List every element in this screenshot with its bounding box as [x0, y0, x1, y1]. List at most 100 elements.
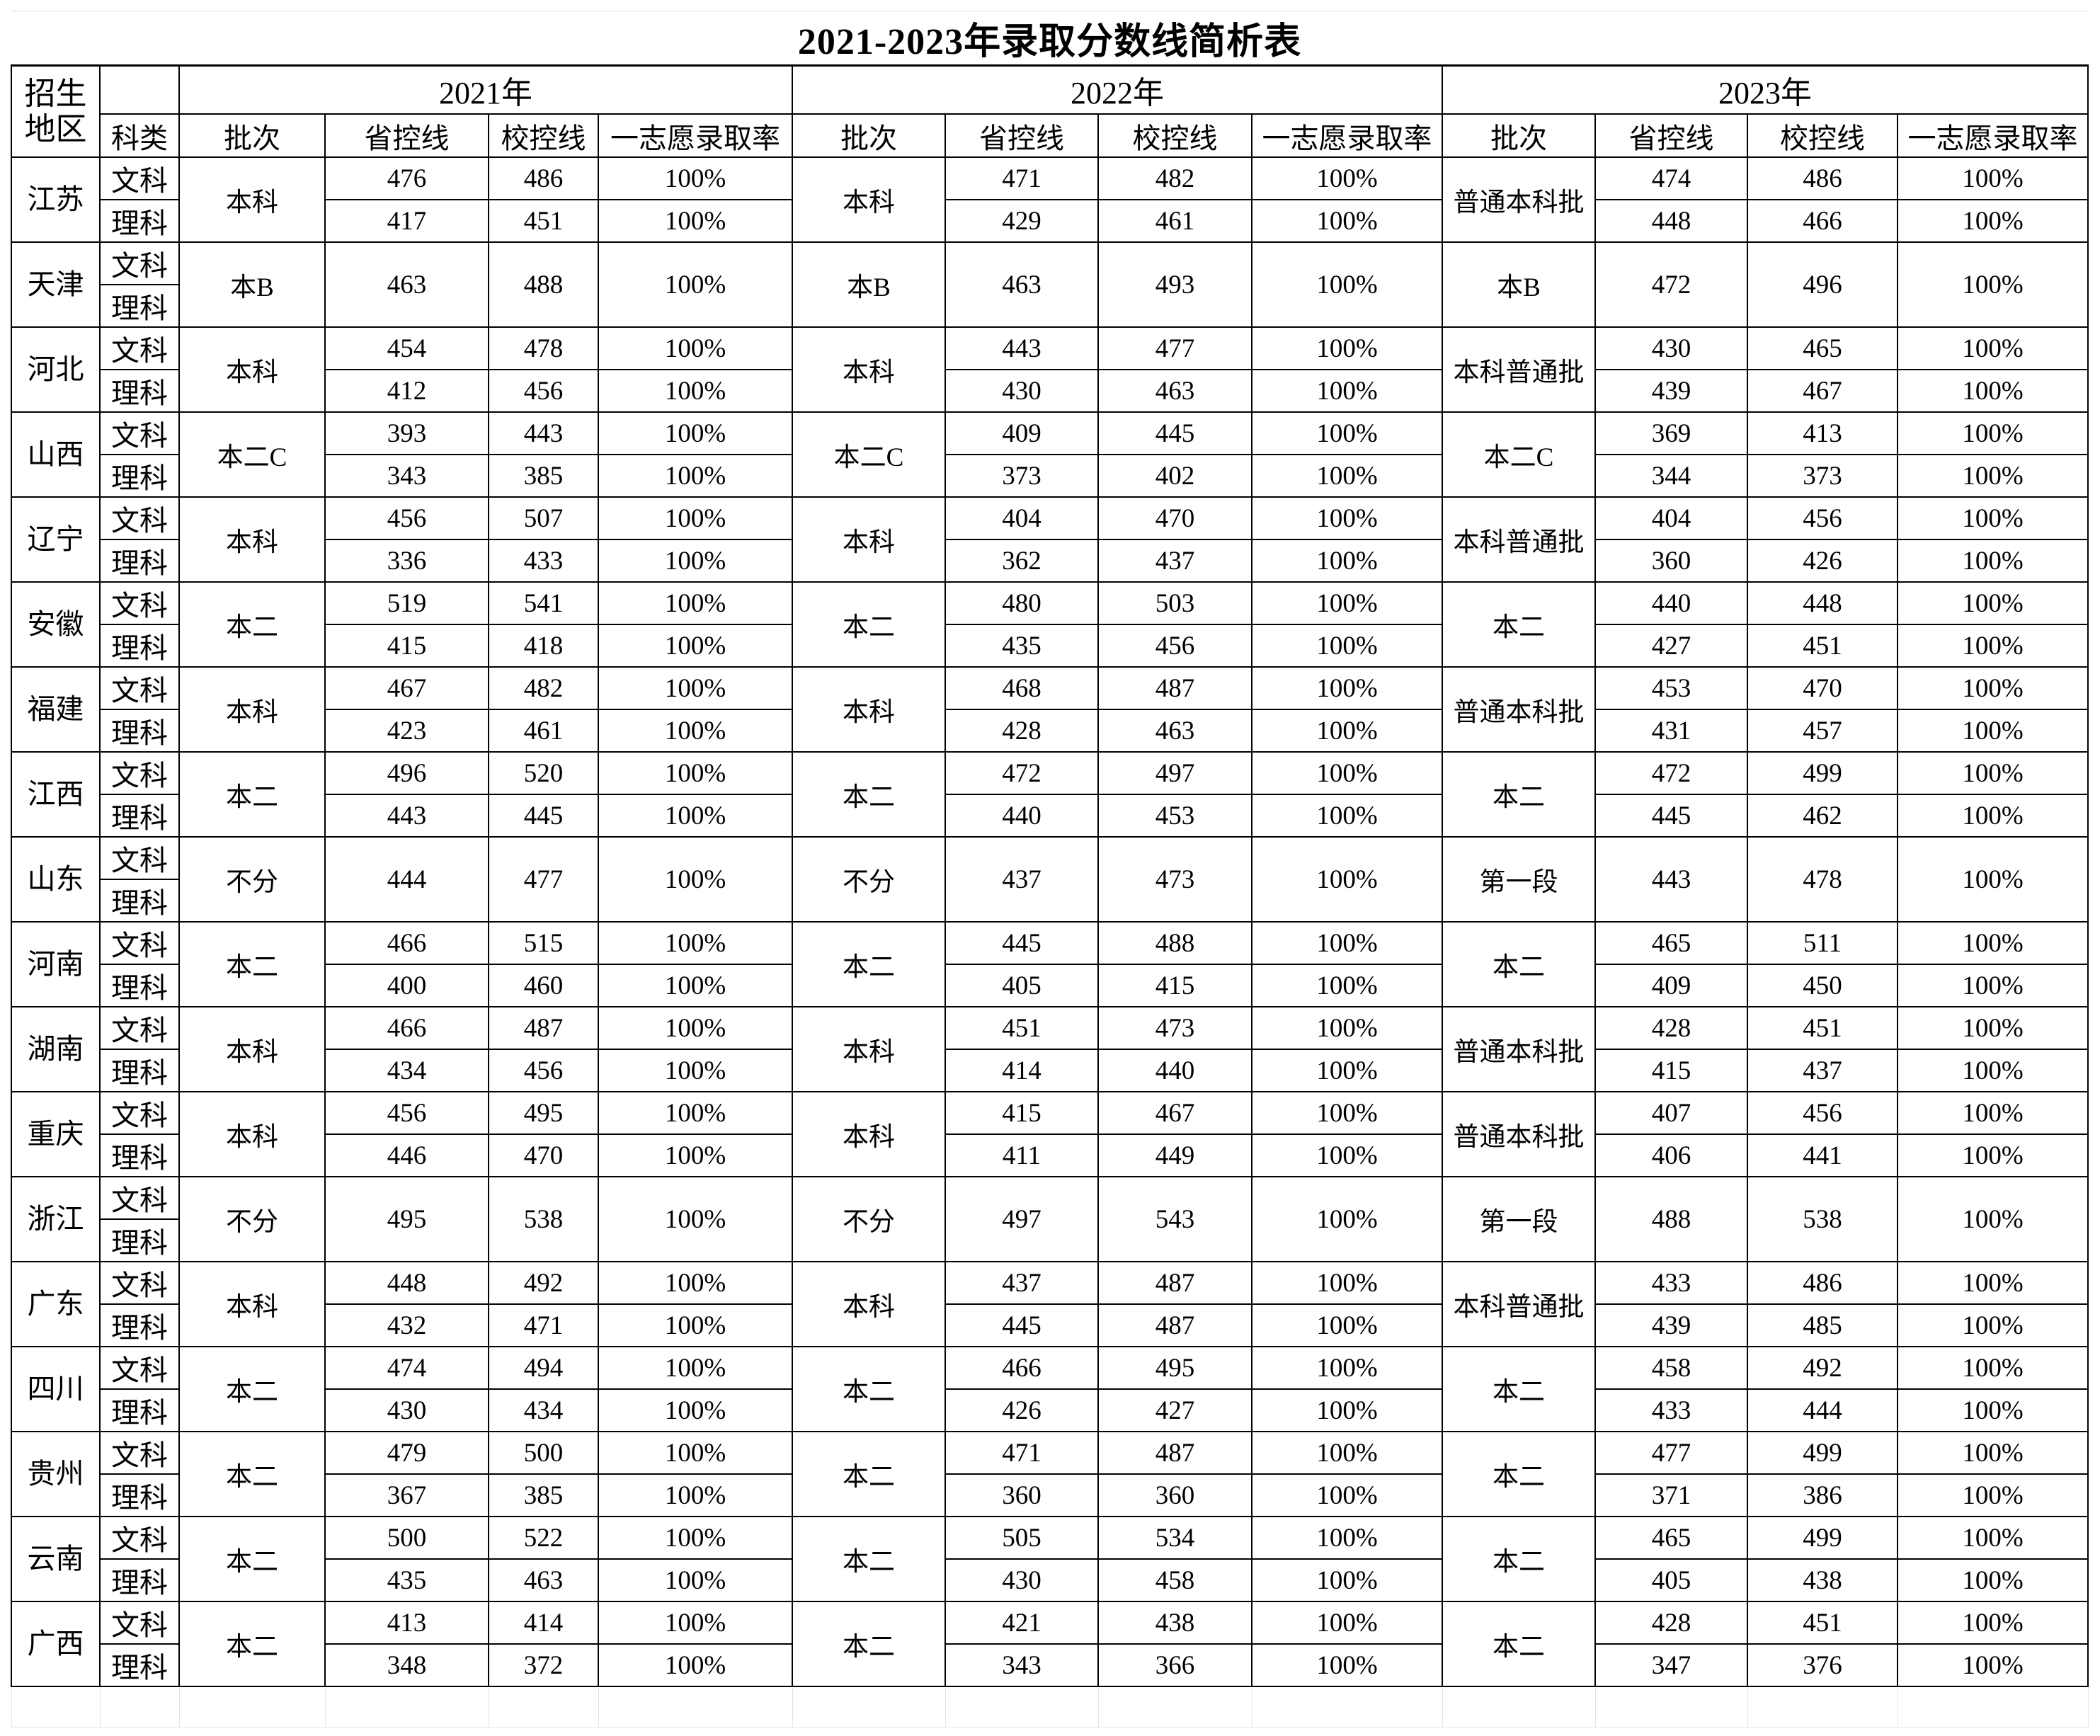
- first-choice-rate-cell[interactable]: 100%: [1251, 709, 1443, 753]
- first-choice-rate-cell[interactable]: 100%: [1897, 199, 2089, 243]
- province-line-cell[interactable]: 466: [324, 1006, 489, 1050]
- province-line-cell[interactable]: 428: [945, 709, 1099, 753]
- first-choice-rate-cell[interactable]: 100%: [598, 1261, 793, 1305]
- province-line-cell[interactable]: 472: [945, 751, 1099, 795]
- first-choice-rate-cell[interactable]: 100%: [598, 1006, 793, 1050]
- first-choice-rate-cell[interactable]: 100%: [598, 199, 793, 243]
- empty-cell[interactable]: [1594, 1686, 1748, 1728]
- province-cell[interactable]: 江西: [11, 751, 101, 838]
- batch-cell[interactable]: 本科: [178, 156, 326, 243]
- first-choice-rate-cell[interactable]: 100%: [1251, 581, 1443, 625]
- school-line-cell[interactable]: 467: [1097, 1091, 1252, 1135]
- province-line-cell[interactable]: 472: [1594, 751, 1748, 795]
- school-line-cell[interactable]: 485: [1747, 1303, 1898, 1347]
- school-line-cell[interactable]: 470: [1747, 666, 1898, 710]
- first-choice-rate-cell[interactable]: 100%: [1897, 709, 2089, 753]
- province-line-cell[interactable]: 373: [945, 454, 1099, 498]
- province-cell[interactable]: 江苏: [11, 156, 101, 243]
- batch-cell[interactable]: 本科: [792, 496, 946, 583]
- first-choice-rate-cell[interactable]: 100%: [1251, 624, 1443, 668]
- first-choice-rate-cell[interactable]: 100%: [1897, 1133, 2089, 1177]
- subject-cell[interactable]: 理科: [99, 964, 180, 1007]
- province-line-cell[interactable]: 519: [324, 581, 489, 625]
- subject-cell[interactable]: 文科: [99, 1091, 180, 1135]
- batch-cell[interactable]: 不分: [178, 1176, 326, 1262]
- province-line-cell[interactable]: 415: [324, 624, 489, 668]
- school-line-cell[interactable]: 456: [488, 369, 599, 413]
- first-choice-rate-cell[interactable]: 100%: [598, 751, 793, 795]
- first-choice-rate-cell[interactable]: 100%: [598, 624, 793, 668]
- school-line-cell[interactable]: 373: [1747, 454, 1898, 498]
- batch-cell[interactable]: 本二C: [1442, 411, 1596, 498]
- first-choice-rate-cell[interactable]: 100%: [1251, 156, 1443, 200]
- batch-cell[interactable]: 本科: [178, 326, 326, 413]
- first-choice-rate-cell[interactable]: 100%: [598, 1346, 793, 1390]
- province-line-cell[interactable]: 430: [1594, 326, 1748, 370]
- header-col-school-line[interactable]: 校控线: [1097, 113, 1252, 158]
- first-choice-rate-cell[interactable]: 100%: [1251, 241, 1443, 328]
- school-line-cell[interactable]: 418: [488, 624, 599, 668]
- first-choice-rate-cell[interactable]: 100%: [1251, 1176, 1443, 1262]
- first-choice-rate-cell[interactable]: 100%: [1897, 241, 2089, 328]
- province-line-cell[interactable]: 409: [1594, 964, 1748, 1007]
- school-line-cell[interactable]: 493: [1097, 241, 1252, 328]
- province-line-cell[interactable]: 488: [1594, 1176, 1748, 1262]
- batch-cell[interactable]: 普通本科批: [1442, 156, 1596, 243]
- province-line-cell[interactable]: 448: [324, 1261, 489, 1305]
- batch-cell[interactable]: 本科普通批: [1442, 326, 1596, 413]
- school-line-cell[interactable]: 499: [1747, 1431, 1898, 1475]
- first-choice-rate-cell[interactable]: 100%: [598, 1133, 793, 1177]
- batch-cell[interactable]: 不分: [792, 1176, 946, 1262]
- batch-cell[interactable]: 本二: [1442, 1431, 1596, 1517]
- province-line-cell[interactable]: 448: [1594, 199, 1748, 243]
- first-choice-rate-cell[interactable]: 100%: [598, 411, 793, 455]
- province-line-cell[interactable]: 435: [945, 624, 1099, 668]
- school-line-cell[interactable]: 495: [1097, 1346, 1252, 1390]
- school-line-cell[interactable]: 463: [1097, 709, 1252, 753]
- province-line-cell[interactable]: 433: [1594, 1261, 1748, 1305]
- school-line-cell[interactable]: 415: [1097, 964, 1252, 1007]
- subject-cell[interactable]: 文科: [99, 1261, 180, 1305]
- province-line-cell[interactable]: 463: [945, 241, 1099, 328]
- province-line-cell[interactable]: 496: [324, 751, 489, 795]
- header-col-batch[interactable]: 批次: [178, 113, 326, 158]
- batch-cell[interactable]: 本二: [178, 1516, 326, 1602]
- province-line-cell[interactable]: 471: [945, 1431, 1099, 1475]
- batch-cell[interactable]: 本科: [792, 326, 946, 413]
- first-choice-rate-cell[interactable]: 100%: [1897, 1431, 2089, 1475]
- first-choice-rate-cell[interactable]: 100%: [598, 794, 793, 838]
- empty-cell[interactable]: [324, 1686, 489, 1728]
- first-choice-rate-cell[interactable]: 100%: [1251, 1516, 1443, 1560]
- first-choice-rate-cell[interactable]: 100%: [1251, 794, 1443, 838]
- batch-cell[interactable]: 本二: [178, 751, 326, 838]
- first-choice-rate-cell[interactable]: 100%: [598, 156, 793, 200]
- province-line-cell[interactable]: 505: [945, 1516, 1099, 1560]
- school-line-cell[interactable]: 499: [1747, 751, 1898, 795]
- first-choice-rate-cell[interactable]: 100%: [1897, 1473, 2089, 1517]
- province-cell[interactable]: 贵州: [11, 1431, 101, 1517]
- province-line-cell[interactable]: 405: [945, 964, 1099, 1007]
- province-line-cell[interactable]: 465: [1594, 1516, 1748, 1560]
- first-choice-rate-cell[interactable]: 100%: [1251, 1091, 1443, 1135]
- first-choice-rate-cell[interactable]: 100%: [1897, 1388, 2089, 1432]
- batch-cell[interactable]: 本二: [1442, 1516, 1596, 1602]
- first-choice-rate-cell[interactable]: 100%: [598, 326, 793, 370]
- province-line-cell[interactable]: 434: [324, 1049, 489, 1092]
- school-line-cell[interactable]: 520: [488, 751, 599, 795]
- empty-cell[interactable]: [1747, 1686, 1898, 1728]
- province-line-cell[interactable]: 471: [945, 156, 1099, 200]
- first-choice-rate-cell[interactable]: 100%: [1251, 496, 1443, 540]
- batch-cell[interactable]: 本科: [178, 1006, 326, 1092]
- province-line-cell[interactable]: 443: [1594, 836, 1748, 923]
- batch-cell[interactable]: 本科: [178, 666, 326, 753]
- first-choice-rate-cell[interactable]: 100%: [598, 836, 793, 923]
- first-choice-rate-cell[interactable]: 100%: [1897, 539, 2089, 583]
- subject-cell[interactable]: 理科: [99, 454, 180, 498]
- province-line-cell[interactable]: 369: [1594, 411, 1748, 455]
- first-choice-rate-cell[interactable]: 100%: [598, 1303, 793, 1347]
- header-col-batch[interactable]: 批次: [1442, 113, 1596, 158]
- first-choice-rate-cell[interactable]: 100%: [1251, 1346, 1443, 1390]
- batch-cell[interactable]: 本二C: [178, 411, 326, 498]
- school-line-cell[interactable]: 458: [1097, 1558, 1252, 1602]
- first-choice-rate-cell[interactable]: 100%: [1897, 369, 2089, 413]
